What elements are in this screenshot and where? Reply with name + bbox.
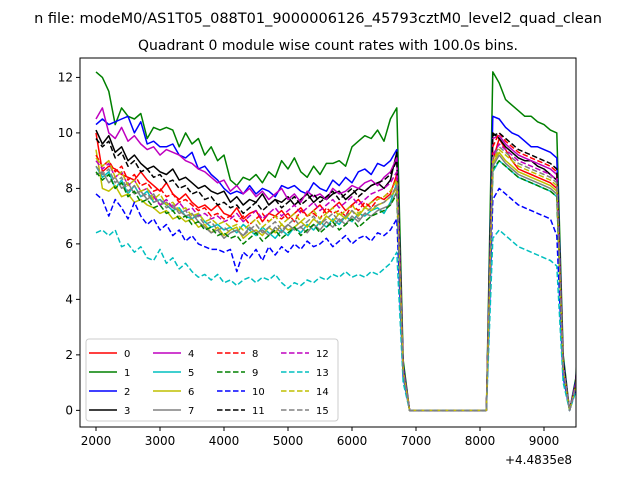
series-line-15 [95,146,576,412]
series-line-13 [95,229,576,412]
legend-label-5: 5 [188,368,194,379]
legend-label-4: 4 [188,349,194,360]
series-line-9 [95,159,576,412]
series-line-10 [95,187,576,412]
legend-label-7: 7 [188,406,194,417]
plot-frame [79,57,577,428]
series-line-14 [95,148,576,412]
x-tick-label: 6000 [337,434,368,448]
figure-suptitle: n file: modeM0/AS1T05_088T01_9000006126_… [34,11,602,27]
y-tick-label: 8 [65,181,73,195]
y-tick-label: 10 [58,126,73,140]
series-line-4 [95,107,576,412]
legend-label-0: 0 [124,349,130,360]
y-tick-label: 2 [65,348,73,362]
legend-label-8: 8 [252,349,258,360]
legend-label-12: 12 [316,349,329,360]
legend-label-9: 9 [252,368,258,379]
x-tick-label: 3000 [145,434,176,448]
legend-label-6: 6 [188,387,194,398]
y-axis: 0 2 4 6 8 10 12 [58,70,80,417]
x-tick-label: 2000 [81,434,112,448]
legend-label-10: 10 [252,387,265,398]
y-tick-label: 4 [65,292,73,306]
legend-label-13: 13 [316,368,329,379]
x-tick-label: 9000 [529,434,560,448]
legend-label-2: 2 [124,387,130,398]
x-tick-label: 8000 [465,434,496,448]
x-tick-label: 5000 [273,434,304,448]
series-line-1 [95,71,576,412]
series-line-8 [95,132,576,412]
legend-label-11: 11 [252,406,265,417]
x-offset-label: +4.4835e8 [505,453,572,467]
x-axis: 2000 3000 4000 5000 6000 7000 8000 9000 [81,427,560,448]
x-tick-label: 4000 [209,434,240,448]
y-tick-label: 6 [65,237,73,251]
x-tick-label: 7000 [401,434,432,448]
y-tick-label: 0 [65,403,73,417]
series-line-11 [95,132,576,412]
y-tick-label: 12 [58,70,73,84]
legend-label-14: 14 [316,387,329,398]
legend-label-15: 15 [316,406,329,417]
legend-label-3: 3 [124,406,130,417]
legend-label-1: 1 [124,368,130,379]
series-line-6 [95,149,576,412]
series-line-12 [95,143,576,412]
series-layer [95,71,576,412]
chart-title: Quadrant 0 module wise count rates with … [138,38,518,54]
series-line-3 [95,129,576,412]
legend-box [85,338,339,422]
